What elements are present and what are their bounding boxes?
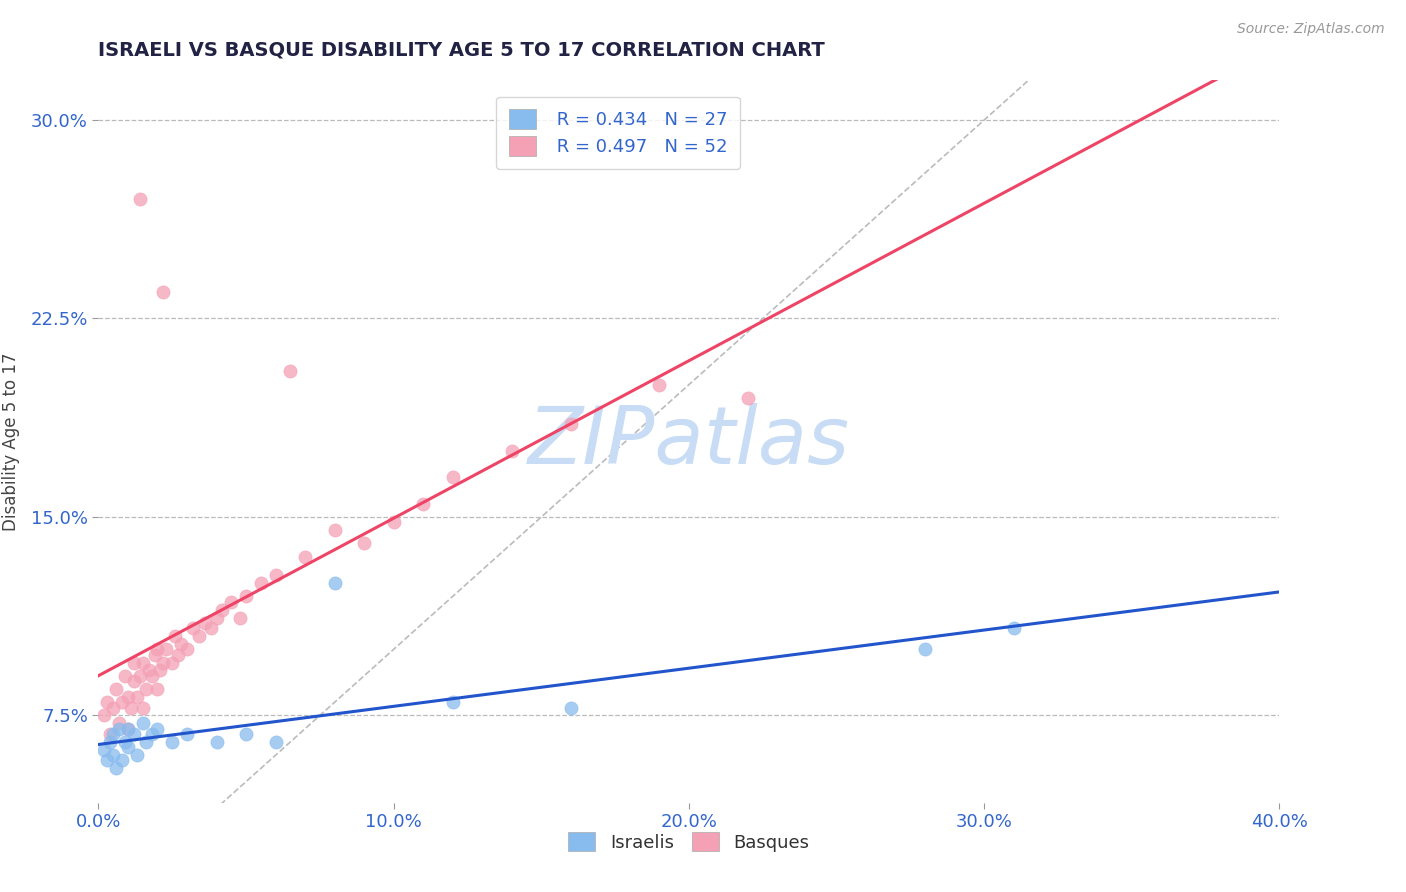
- Point: [141, 669, 163, 683]
- Point: [323, 576, 346, 591]
- Point: [98, 735, 121, 749]
- Point: [146, 722, 169, 736]
- Point: [114, 669, 136, 683]
- Point: [149, 664, 172, 678]
- Point: [1002, 621, 1025, 635]
- Point: [98, 727, 121, 741]
- Point: [737, 391, 759, 405]
- Point: [560, 700, 582, 714]
- Point: [128, 669, 150, 683]
- Point: [280, 364, 302, 378]
- Point: [221, 595, 243, 609]
- Y-axis label: Disability Age 5 to 17: Disability Age 5 to 17: [1, 352, 20, 531]
- Point: [120, 700, 142, 714]
- Point: [200, 621, 222, 635]
- Point: [103, 700, 125, 714]
- Point: [111, 754, 134, 768]
- Point: [111, 695, 134, 709]
- Point: [167, 648, 190, 662]
- Point: [128, 193, 150, 207]
- Point: [103, 748, 125, 763]
- Point: [96, 695, 118, 709]
- Point: [132, 700, 155, 714]
- Point: [162, 735, 183, 749]
- Point: [105, 681, 128, 696]
- Point: [117, 690, 139, 704]
- Point: [294, 549, 316, 564]
- Point: [152, 285, 174, 299]
- Point: [648, 377, 671, 392]
- Point: [235, 590, 257, 604]
- Point: [264, 735, 287, 749]
- Point: [211, 602, 233, 616]
- Point: [382, 515, 405, 529]
- Point: [122, 674, 145, 689]
- Point: [105, 761, 128, 775]
- Point: [108, 722, 131, 736]
- Point: [412, 497, 434, 511]
- Point: [125, 690, 148, 704]
- Point: [353, 536, 375, 550]
- Point: [176, 642, 198, 657]
- Point: [108, 716, 131, 731]
- Point: [229, 610, 252, 624]
- Point: [141, 727, 163, 741]
- Point: [93, 743, 115, 757]
- Point: [181, 621, 204, 635]
- Point: [103, 727, 125, 741]
- Point: [264, 568, 287, 582]
- Legend: Israelis, Basques: Israelis, Basques: [561, 824, 817, 859]
- Point: [138, 664, 160, 678]
- Point: [235, 727, 257, 741]
- Point: [117, 740, 139, 755]
- Point: [187, 629, 209, 643]
- Point: [96, 754, 118, 768]
- Point: [146, 681, 169, 696]
- Point: [152, 656, 174, 670]
- Point: [122, 656, 145, 670]
- Point: [125, 748, 148, 763]
- Point: [93, 708, 115, 723]
- Point: [132, 656, 155, 670]
- Point: [176, 727, 198, 741]
- Point: [205, 610, 228, 624]
- Point: [441, 470, 464, 484]
- Point: [194, 615, 217, 630]
- Point: [323, 523, 346, 537]
- Point: [135, 735, 157, 749]
- Point: [501, 443, 523, 458]
- Point: [155, 642, 177, 657]
- Point: [250, 576, 273, 591]
- Point: [132, 716, 155, 731]
- Point: [205, 735, 228, 749]
- Point: [170, 637, 193, 651]
- Text: ZIPatlas: ZIPatlas: [527, 402, 851, 481]
- Text: Source: ZipAtlas.com: Source: ZipAtlas.com: [1237, 22, 1385, 37]
- Point: [135, 681, 157, 696]
- Point: [143, 648, 166, 662]
- Point: [117, 722, 139, 736]
- Point: [122, 727, 145, 741]
- Point: [914, 642, 936, 657]
- Point: [146, 642, 169, 657]
- Point: [560, 417, 582, 432]
- Text: ISRAELI VS BASQUE DISABILITY AGE 5 TO 17 CORRELATION CHART: ISRAELI VS BASQUE DISABILITY AGE 5 TO 17…: [98, 40, 825, 59]
- Point: [117, 722, 139, 736]
- Point: [441, 695, 464, 709]
- Point: [162, 656, 183, 670]
- Point: [165, 629, 187, 643]
- Point: [114, 735, 136, 749]
